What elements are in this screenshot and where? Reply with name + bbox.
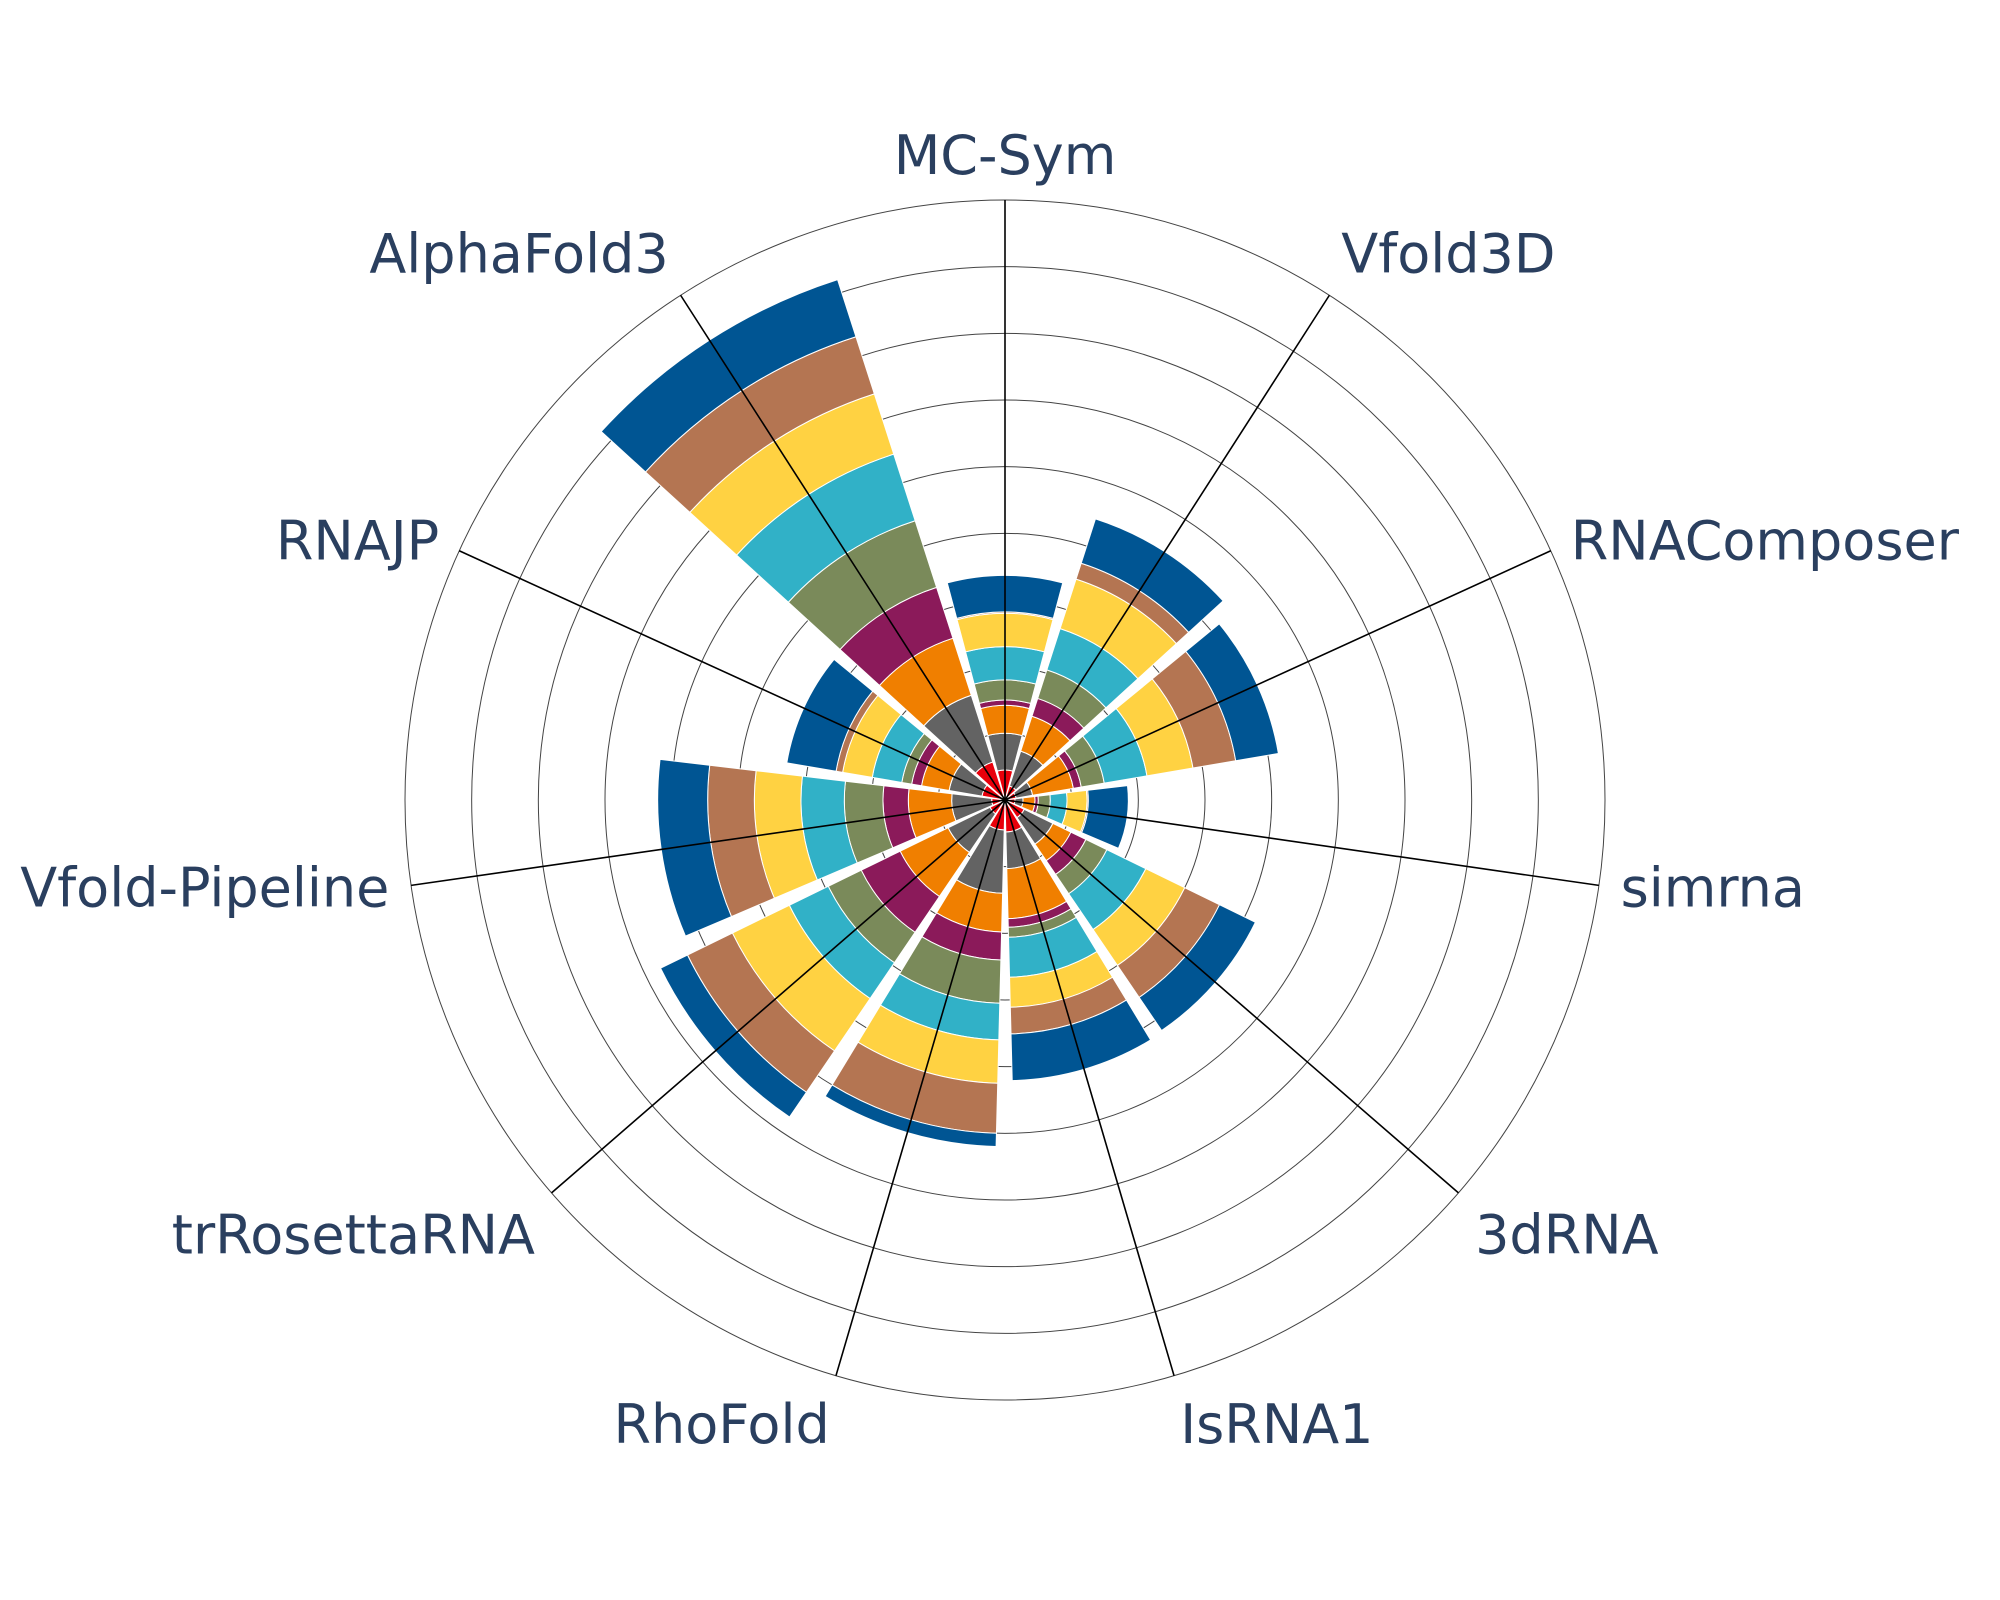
angular-axis-spokes — [410, 200, 1600, 1376]
wedge-rnacomposer-segment-9 — [1185, 623, 1279, 762]
wedge-isrna1-segment-9 — [1010, 999, 1152, 1082]
wedge-rhofold-segment-9 — [824, 1084, 997, 1148]
axis-label-mc-sym: MC-Sym — [894, 124, 1117, 187]
spoke-rnajp — [458, 550, 1006, 801]
axis-label-rnacomposer: RNAComposer — [1571, 510, 1960, 573]
wedge-alphafold3-segment-9 — [600, 278, 857, 473]
spoke-isrna1 — [1004, 799, 1175, 1376]
axis-label-vfold3d: Vfold3D — [1341, 223, 1555, 286]
axis-label-rhofold: RhoFold — [614, 1393, 830, 1456]
axis-label-vfold-pipeline: Vfold-Pipeline — [20, 857, 389, 920]
axis-label-trrosettarna: trRosettaRNA — [172, 1203, 535, 1266]
axis-label-3drna: 3dRNA — [1475, 1203, 1659, 1266]
spoke-rhofold — [835, 799, 1006, 1376]
spoke-vfold3d — [1004, 294, 1331, 801]
wedge-rnajp-segment-9 — [786, 658, 874, 772]
stacked-wedges — [600, 278, 1279, 1148]
angular-axis-labels: MC-Sym Vfold3D RNAComposer simrna 3dRNA IsRNA… — [20, 124, 1959, 1456]
wedge-vfold-pipeline-segment-9 — [657, 758, 733, 937]
spoke-3drna — [1004, 799, 1459, 1194]
wedge-vfold3d-segment-9 — [1080, 518, 1224, 634]
axis-label-alphafold3: AlphaFold3 — [369, 223, 668, 286]
spoke-rnacomposer — [1004, 550, 1552, 801]
spoke-vfold-pipeline — [410, 799, 1006, 887]
axis-label-simrna: simrna — [1621, 857, 1805, 920]
axis-label-isrna1: IsRNA1 — [1180, 1393, 1373, 1456]
wedge-simrna-segment-9 — [1081, 785, 1129, 849]
axis-label-rnajp: RNAJP — [276, 510, 439, 573]
spoke-alphafold3 — [679, 294, 1006, 801]
spoke-trrosettarna — [551, 799, 1006, 1194]
spoke-simrna — [1004, 799, 1600, 887]
